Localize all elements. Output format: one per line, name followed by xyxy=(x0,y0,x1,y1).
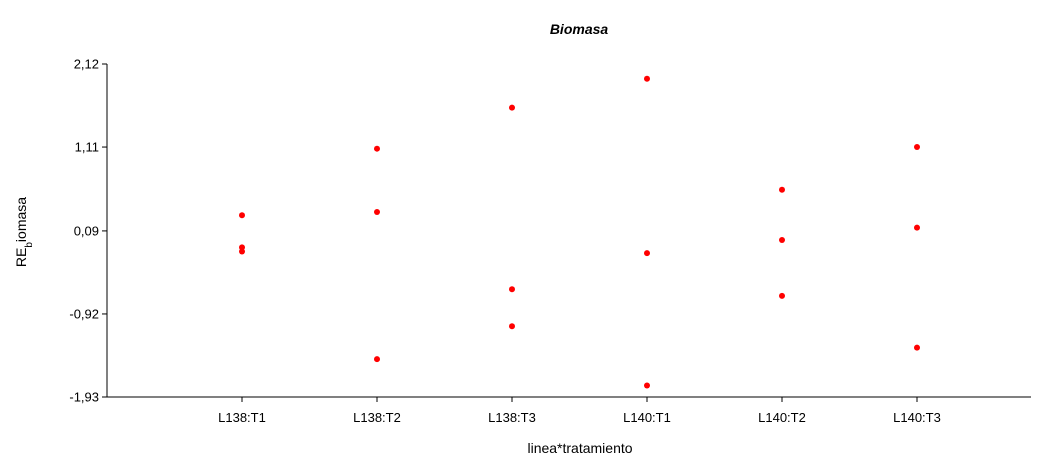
data-point xyxy=(914,344,920,351)
y-axis-title-main: RE xyxy=(13,248,29,267)
x-tick-label: L140:T1 xyxy=(623,410,671,425)
data-point xyxy=(779,292,785,299)
y-tick-label: 2,12 xyxy=(74,57,99,72)
data-point xyxy=(374,145,380,152)
data-point xyxy=(914,224,920,231)
data-points xyxy=(239,75,920,389)
data-point xyxy=(644,75,650,82)
y-axis-title-rest: iomasa xyxy=(13,197,29,242)
y-axis-title-subscript: b xyxy=(24,242,35,248)
x-tick-label: L138:T2 xyxy=(353,410,401,425)
data-point xyxy=(239,244,245,251)
x-axis-title: linea*tratamiento xyxy=(527,440,632,456)
data-point xyxy=(644,250,650,257)
x-tick-label: L138:T3 xyxy=(488,410,536,425)
data-point xyxy=(239,248,245,255)
x-tick-label: L140:T3 xyxy=(893,410,941,425)
x-axis-ticks: L138:T1 L138:T2 L138:T3 L140:T1 L140:T2 L140:… xyxy=(218,397,941,425)
y-tick-label: 0,09 xyxy=(74,223,99,238)
chart-title: Biomasa xyxy=(550,21,609,37)
data-point xyxy=(374,356,380,363)
data-point xyxy=(239,212,245,219)
data-point xyxy=(779,186,785,193)
data-point xyxy=(914,144,920,151)
y-axis-title: REbiomasa xyxy=(13,197,35,267)
data-point xyxy=(509,323,515,330)
x-tick-label: L140:T2 xyxy=(758,410,806,425)
y-tick-label: 1,11 xyxy=(75,140,99,155)
data-point xyxy=(509,286,515,293)
x-tick-label: L138:T1 xyxy=(218,410,266,425)
y-axis-ticks: -1,93 -0,92 0,09 1,11 2,12 xyxy=(69,57,107,405)
data-point xyxy=(644,382,650,389)
y-tick-label: -1,93 xyxy=(69,390,99,405)
data-point xyxy=(374,209,380,215)
data-point xyxy=(779,236,785,243)
y-tick-label: -0,92 xyxy=(69,306,99,321)
data-point xyxy=(509,104,515,111)
